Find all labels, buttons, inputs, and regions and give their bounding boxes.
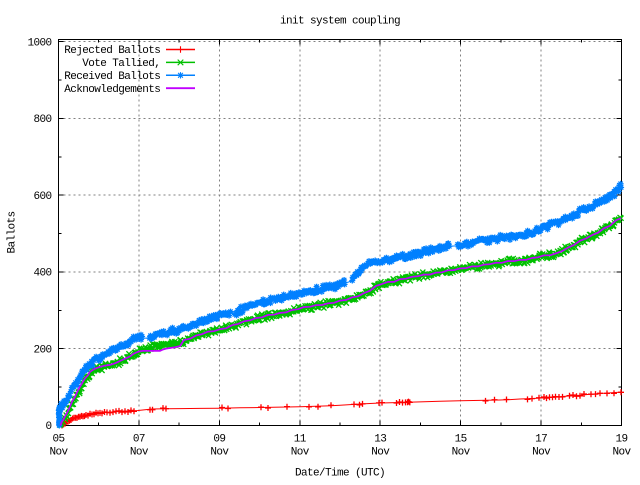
svg-text:Nov: Nov	[210, 447, 229, 459]
svg-text:400: 400	[33, 268, 51, 280]
svg-text:Date/Time (UTC): Date/Time (UTC)	[295, 468, 385, 480]
svg-text:17: 17	[535, 434, 547, 446]
svg-text:init system coupling: init system coupling	[280, 16, 400, 28]
svg-text:07: 07	[133, 434, 145, 446]
svg-text:Ballots: Ballots	[7, 211, 19, 253]
svg-text:Nov: Nov	[612, 447, 631, 459]
svg-text:Nov: Nov	[532, 447, 551, 459]
svg-text:Nov: Nov	[291, 447, 310, 459]
svg-text:Nov: Nov	[49, 447, 68, 459]
svg-text:Received Ballots: Received Ballots	[64, 71, 160, 83]
svg-text:09: 09	[213, 434, 225, 446]
svg-text:Nov: Nov	[130, 447, 149, 459]
svg-text:Rejected Ballots: Rejected Ballots	[64, 45, 160, 57]
svg-text:15: 15	[455, 434, 467, 446]
svg-text:11: 11	[294, 434, 307, 446]
svg-text:Nov: Nov	[371, 447, 390, 459]
svg-text:Nov: Nov	[452, 447, 471, 459]
svg-text:800: 800	[33, 114, 51, 126]
svg-text:05: 05	[52, 434, 64, 446]
svg-text:600: 600	[33, 191, 51, 203]
svg-text:Acknowledgements: Acknowledgements	[64, 84, 160, 96]
svg-text:0: 0	[45, 421, 51, 433]
svg-text:1000: 1000	[27, 37, 51, 49]
svg-text:Vote Tallied,: Vote Tallied,	[82, 58, 160, 70]
svg-text:200: 200	[33, 344, 51, 356]
svg-text:13: 13	[374, 434, 386, 446]
svg-text:19: 19	[615, 434, 627, 446]
